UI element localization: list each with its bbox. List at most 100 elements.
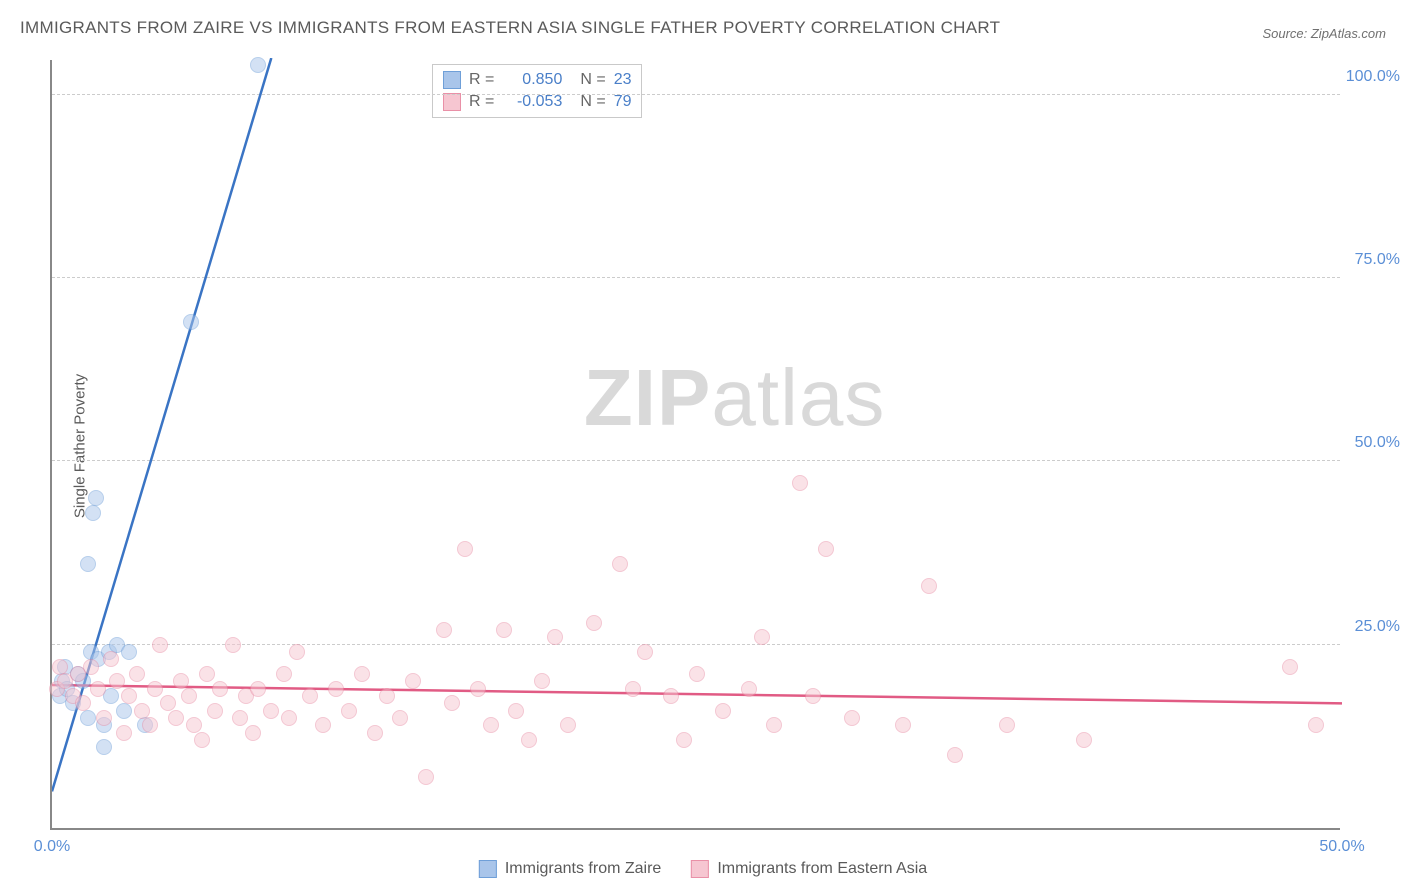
data-point [90, 681, 106, 697]
data-point [181, 688, 197, 704]
data-point [96, 710, 112, 726]
n-value: 79 [614, 93, 632, 111]
data-point [83, 659, 99, 675]
data-point [129, 666, 145, 682]
data-point [1308, 717, 1324, 733]
r-value: -0.053 [502, 93, 562, 111]
data-point [80, 710, 96, 726]
data-point [560, 717, 576, 733]
data-point [109, 673, 125, 689]
legend-swatch [479, 860, 497, 878]
data-point [147, 681, 163, 697]
data-point [483, 717, 499, 733]
data-point [534, 673, 550, 689]
data-point [80, 556, 96, 572]
legend-series-label: Immigrants from Eastern Asia [717, 860, 927, 878]
data-point [741, 681, 757, 697]
data-point [444, 695, 460, 711]
y-tick-label: 75.0% [1355, 251, 1400, 269]
n-label: N = [580, 93, 605, 111]
data-point [134, 703, 150, 719]
data-point [315, 717, 331, 733]
data-point [245, 725, 261, 741]
data-point [1282, 659, 1298, 675]
data-point [281, 710, 297, 726]
data-point [418, 769, 434, 785]
data-point [250, 681, 266, 697]
data-point [160, 695, 176, 711]
legend-correlation-row: R =0.850N =23 [443, 69, 631, 91]
data-point [521, 732, 537, 748]
data-point [1076, 732, 1092, 748]
r-label: R = [469, 93, 494, 111]
data-point [470, 681, 486, 697]
data-point [276, 666, 292, 682]
data-point [152, 637, 168, 653]
n-value: 23 [614, 71, 632, 89]
data-point [947, 747, 963, 763]
x-tick-label: 0.0% [34, 838, 70, 856]
data-point [457, 541, 473, 557]
data-point [96, 739, 112, 755]
data-point [116, 725, 132, 741]
data-point [250, 57, 266, 73]
legend-correlation: R =0.850N =23R =-0.053N =79 [432, 64, 642, 118]
data-point [637, 644, 653, 660]
data-point [75, 695, 91, 711]
data-point [194, 732, 210, 748]
data-point [754, 629, 770, 645]
data-point [289, 644, 305, 660]
data-point [88, 490, 104, 506]
data-point [496, 622, 512, 638]
data-point [173, 673, 189, 689]
data-point [328, 681, 344, 697]
source-name: ZipAtlas.com [1311, 26, 1386, 41]
data-point [103, 651, 119, 667]
data-point [895, 717, 911, 733]
data-point [392, 710, 408, 726]
watermark-bold: ZIP [584, 353, 711, 442]
data-point [715, 703, 731, 719]
data-point [116, 703, 132, 719]
gridline [52, 277, 1340, 278]
data-point [921, 578, 937, 594]
data-point [379, 688, 395, 704]
watermark: ZIPatlas [584, 352, 885, 444]
legend-swatch [443, 93, 461, 111]
data-point [367, 725, 383, 741]
data-point [586, 615, 602, 631]
n-label: N = [580, 71, 605, 89]
plot-area: ZIPatlas R =0.850N =23R =-0.053N =79 25.… [50, 60, 1340, 830]
data-point [625, 681, 641, 697]
data-point [676, 732, 692, 748]
data-point [186, 717, 202, 733]
gridline [52, 94, 1340, 95]
data-point [547, 629, 563, 645]
legend-swatch [691, 860, 709, 878]
data-point [405, 673, 421, 689]
data-point [818, 541, 834, 557]
data-point [508, 703, 524, 719]
y-tick-label: 50.0% [1355, 434, 1400, 452]
data-point [354, 666, 370, 682]
data-point [689, 666, 705, 682]
data-point [766, 717, 782, 733]
data-point [612, 556, 628, 572]
data-point [183, 314, 199, 330]
data-point [663, 688, 679, 704]
gridline [52, 460, 1340, 461]
data-point [225, 637, 241, 653]
legend-series-label: Immigrants from Zaire [505, 860, 661, 878]
data-point [436, 622, 452, 638]
data-point [792, 475, 808, 491]
y-tick-label: 100.0% [1346, 68, 1400, 86]
r-label: R = [469, 71, 494, 89]
data-point [85, 505, 101, 521]
data-point [212, 681, 228, 697]
data-point [999, 717, 1015, 733]
legend-swatch [443, 71, 461, 89]
data-point [302, 688, 318, 704]
legend-series: Immigrants from Zaire Immigrants from Eas… [479, 860, 927, 878]
data-point [121, 688, 137, 704]
legend-series-item: Immigrants from Zaire [479, 860, 661, 878]
